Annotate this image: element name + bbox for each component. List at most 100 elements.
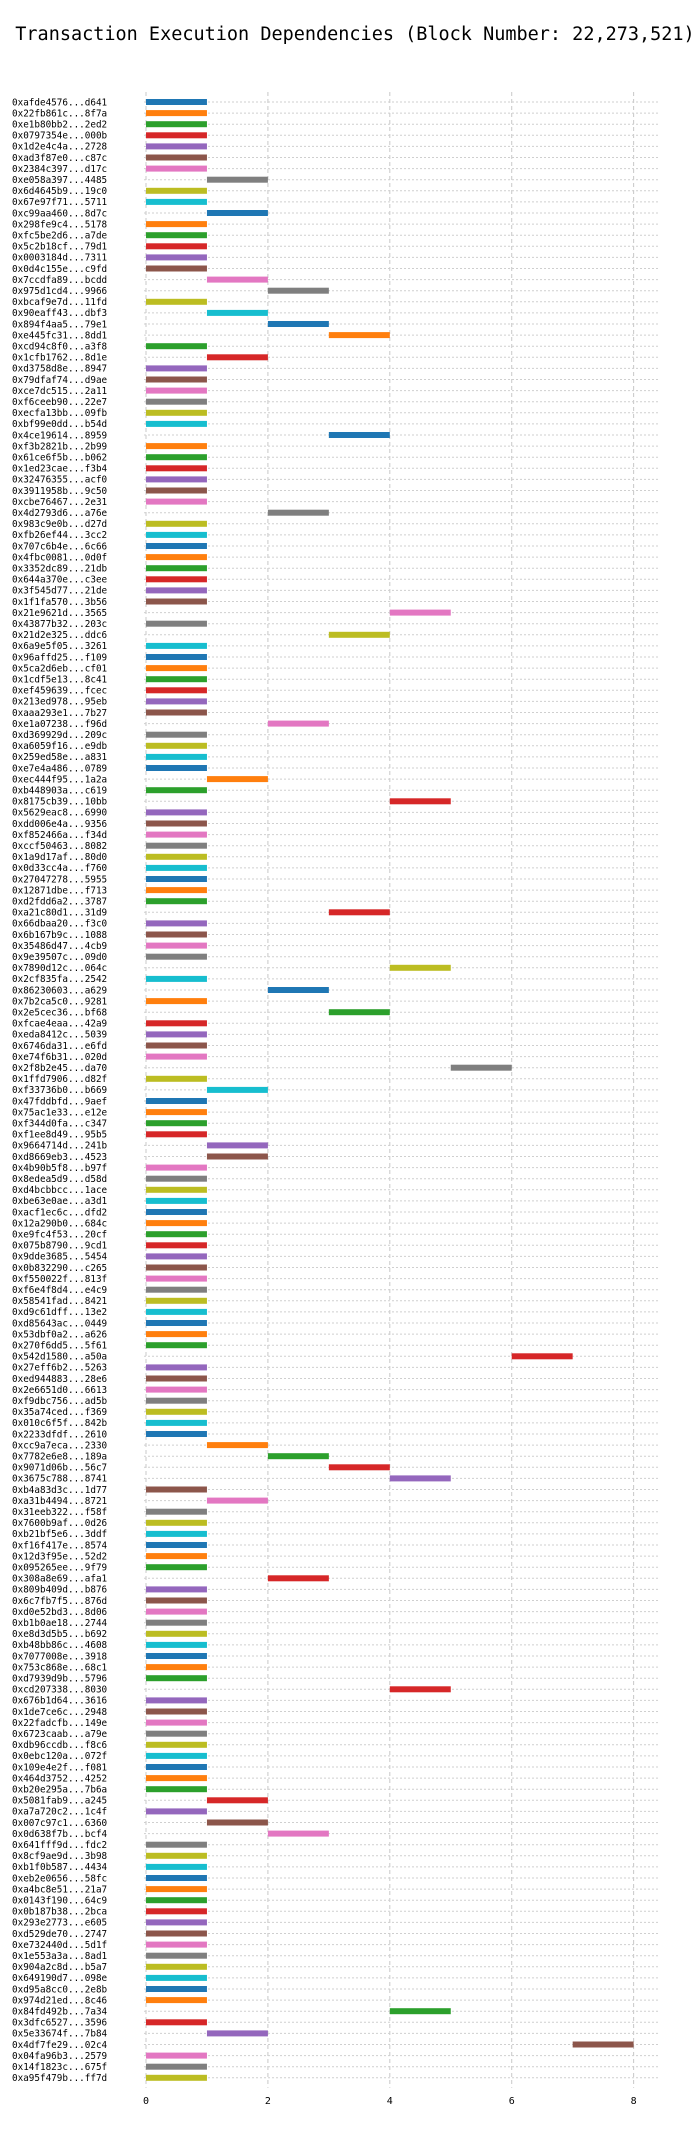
y-tick-label: 0x1de7ce6c...2948: [12, 1707, 107, 1718]
transaction-bar: [146, 1197, 207, 1204]
transaction-bar: [146, 2052, 207, 2059]
y-tick-label: 0x86230603...a629: [12, 985, 107, 996]
bars-layer: [146, 99, 634, 2081]
y-tick-label: 0x4d2793d6...a76e: [12, 508, 108, 519]
transaction-bar: [146, 676, 207, 683]
transaction-bar: [146, 99, 207, 105]
y-tick-label: 0x109e4e2f...f081: [12, 1762, 107, 1773]
y-tick-label: 0x7782e6e8...189a: [12, 1452, 107, 1463]
y-tick-label: 0x6c7fb7f5...876d: [12, 1596, 107, 1607]
y-tick-label: 0xb21bf5e6...3ddf: [12, 1529, 107, 1540]
transaction-bar: [146, 1486, 207, 1493]
transaction-bar: [146, 942, 207, 949]
y-tick-label: 0xa95f479b...ff7d: [12, 2073, 107, 2084]
y-tick-label: 0x010c6f5f...842b: [12, 1418, 108, 1429]
y-tick-label: 0x975d1cd4...9966: [12, 286, 107, 297]
y-tick-label: 0xa31b4494...8721: [12, 1496, 107, 1507]
transaction-bar: [146, 1020, 207, 1027]
transaction-bar: [146, 1264, 207, 1271]
transaction-bar: [146, 1764, 207, 1770]
transaction-bar: [146, 753, 207, 760]
transaction-bar: [146, 1342, 207, 1349]
transaction-bar: [146, 1586, 207, 1593]
transaction-bar: [146, 398, 207, 405]
y-tick-label: 0x644a370e...c3ee: [12, 575, 108, 586]
y-tick-label: 0xb20e295a...7b6a: [12, 1785, 107, 1796]
transaction-bar: [146, 110, 207, 117]
y-tick-label: 0x4df7fe29...02c4: [12, 2040, 108, 2051]
transaction-bar: [146, 387, 207, 394]
y-tick-label: 0x542d1580...a50a: [12, 1352, 107, 1363]
y-tick-label: 0xad3f87e0...c87c: [12, 153, 107, 164]
x-tick-label: 8: [631, 2096, 637, 2107]
y-tick-label: 0xec444f95...1a2a: [12, 774, 107, 785]
y-tick-label: 0x1ed23cae...f3b4: [12, 464, 108, 475]
transaction-bar: [146, 232, 207, 239]
transaction-bar: [572, 2041, 634, 2048]
y-tick-label: 0xf344d0fa...c347: [12, 1119, 107, 1130]
transaction-bar: [267, 1830, 329, 1837]
y-tick-label: 0xd3758d8e...8947: [12, 364, 107, 375]
transaction-bar: [146, 654, 207, 660]
transaction-bar: [146, 543, 207, 549]
transaction-bar: [146, 1986, 207, 1992]
transaction-bar: [389, 1475, 451, 1482]
transaction-bar: [146, 498, 207, 505]
y-tick-label: 0x293e2773...e605: [12, 1918, 107, 1929]
transaction-bar: [146, 187, 207, 194]
y-tick-label: 0x894f4aa5...79e1: [12, 319, 107, 330]
y-tick-label: 0x84fd492b...7a34: [12, 2007, 108, 2018]
y-tick-label: 0x0d33cc4a...f760: [12, 863, 107, 874]
transaction-bar: [146, 1786, 207, 1793]
transaction-bar: [206, 1797, 268, 1804]
y-tick-label: 0xe732440d...5d1f: [12, 1940, 107, 1951]
y-tick-label: 0x35486d47...4cb9: [12, 941, 107, 952]
y-tick-label: 0x0d4c155e...c9fd: [12, 264, 107, 275]
y-tick-label: 0xf16f417e...8574: [12, 1540, 108, 1551]
x-tick-label: 4: [387, 2096, 393, 2107]
transaction-bar: [146, 254, 207, 261]
transaction-bar: [389, 1686, 451, 1693]
transaction-bar: [146, 476, 207, 483]
transaction-bar: [146, 487, 207, 494]
transaction-bar: [146, 1553, 207, 1560]
transaction-bar: [267, 987, 329, 993]
transaction-bar: [146, 898, 207, 905]
transaction-bar: [146, 1220, 207, 1227]
y-tick-label: 0xccf50463...8082: [12, 841, 107, 852]
y-tick-label: 0x1cdf5e13...8c41: [12, 675, 107, 686]
y-tick-label: 0x04fa96b3...2579: [12, 2051, 107, 2062]
y-tick-label: 0xf6ceeb90...22e7: [12, 397, 107, 408]
y-tick-label: 0x974d21ed...8c46: [12, 1995, 107, 2006]
transaction-bar: [328, 1009, 390, 1016]
y-tick-label: 0x2cf835fa...2542: [12, 974, 107, 985]
y-tick-label: 0xe8d3d5b5...b692: [12, 1629, 107, 1640]
y-tick-label: 0xf6e4f8d4...e4c9: [12, 1285, 107, 1296]
y-tick-label: 0x676b1d64...3616: [12, 1696, 107, 1707]
y-tick-label: 0xed944883...28e6: [12, 1374, 107, 1385]
transaction-bar: [267, 287, 329, 294]
y-tick-label: 0x8edea5d9...d58d: [12, 1174, 107, 1185]
transaction-bar: [146, 1253, 207, 1260]
transaction-bar: [146, 587, 207, 594]
transaction-bar: [146, 1974, 207, 1981]
chart-title: Transaction Execution Dependencies (Bloc…: [15, 24, 694, 45]
y-tick-label: 0x7077008e...3918: [12, 1651, 107, 1662]
y-tick-label: 0x21d2e325...ddc6: [12, 630, 107, 641]
y-tick-label: 0x3352dc89...21db: [12, 564, 108, 575]
y-tick-label: 0x6b167b9c...1088: [12, 930, 107, 941]
transaction-bar: [146, 531, 207, 538]
transaction-bar: [146, 1730, 207, 1737]
transaction-bar: [146, 931, 207, 938]
transaction-bar: [146, 576, 207, 583]
transaction-bar: [146, 998, 207, 1005]
y-tick-label: 0x6746da31...e6fd: [12, 1041, 107, 1052]
transaction-bar: [146, 565, 207, 572]
y-tick-label: 0x61ce6f5b...b062: [12, 453, 107, 464]
transaction-bar: [146, 1186, 207, 1193]
y-tick-label: 0xacf1ec6c...dfd2: [12, 1207, 107, 1218]
transaction-bar: [146, 265, 207, 272]
y-tick-label: 0xf9dbc756...ad5b: [12, 1396, 108, 1407]
y-tick-label: 0x12871dbe...f713: [12, 885, 107, 896]
y-tick-label: 0x96affd25...f109: [12, 652, 107, 663]
